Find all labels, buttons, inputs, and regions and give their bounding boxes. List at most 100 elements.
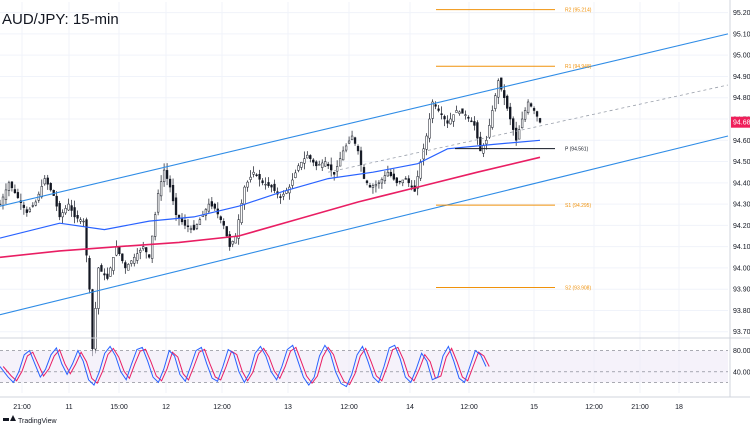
stochastic-level-label: 80.00 xyxy=(733,348,750,355)
candle-body xyxy=(458,111,461,114)
candle-body xyxy=(255,174,258,176)
candle-body xyxy=(333,171,336,175)
pivot-label-2: P (94.561) xyxy=(565,146,589,152)
candle-body xyxy=(270,184,273,188)
candle-body xyxy=(300,162,303,168)
candle-body xyxy=(106,273,109,279)
candle-body xyxy=(240,203,243,223)
candle-body xyxy=(455,110,458,113)
candle-body xyxy=(335,166,339,172)
candle-body xyxy=(434,104,437,107)
x-tick-label: 11 xyxy=(65,404,72,411)
candle-body xyxy=(350,135,354,141)
candle-body xyxy=(145,247,148,253)
candle-body xyxy=(410,185,413,188)
candle-body xyxy=(404,178,407,180)
candle-body xyxy=(398,180,401,183)
y-tick-label: 94.400 xyxy=(733,180,750,187)
candle-body xyxy=(303,158,306,164)
channel-mid-line xyxy=(328,84,729,173)
candle-body xyxy=(174,197,178,215)
candle-body xyxy=(82,220,85,223)
candle-body xyxy=(464,114,467,116)
candle-body xyxy=(121,253,124,262)
candle-body xyxy=(97,267,100,309)
candle-body xyxy=(94,308,97,350)
candle-body xyxy=(153,214,157,237)
candle-body xyxy=(467,116,470,119)
candle-body xyxy=(189,227,193,230)
candle-body xyxy=(139,249,142,253)
candle-body xyxy=(470,120,473,123)
candle-body xyxy=(264,183,267,186)
candle-body xyxy=(416,176,419,189)
candle-body xyxy=(318,164,321,166)
x-tick-label: 18 xyxy=(675,404,683,411)
candle-body xyxy=(67,203,70,211)
candle-body xyxy=(488,125,491,138)
y-tick-label: 94.100 xyxy=(733,244,750,251)
candle-body xyxy=(359,150,363,165)
candle-body xyxy=(100,265,103,272)
y-tick-label: 93.700 xyxy=(733,329,750,336)
candle-body xyxy=(10,181,14,189)
candle-body xyxy=(136,253,139,261)
candle-body xyxy=(461,108,464,114)
candle-body xyxy=(195,224,199,229)
candle-body xyxy=(485,140,488,145)
candle-body xyxy=(407,178,410,184)
candle-body xyxy=(73,207,76,218)
candle-body xyxy=(282,193,285,197)
candle-body xyxy=(294,172,297,178)
candle-body xyxy=(428,118,431,139)
candle-body xyxy=(225,226,228,237)
moving-average-pink-line xyxy=(0,156,541,259)
y-tick-label: 94.900 xyxy=(733,74,750,81)
pivot-label-3: S1 (94.295) xyxy=(565,203,591,209)
candle-body xyxy=(383,175,387,182)
candle-body xyxy=(43,178,46,185)
candle-body xyxy=(249,176,252,180)
candle-body xyxy=(535,111,539,117)
candle-body xyxy=(115,246,118,256)
candle-body xyxy=(306,154,309,159)
candle-body xyxy=(371,185,375,188)
candle-body xyxy=(512,118,515,130)
pivot-label-0: R2 (95.214) xyxy=(565,7,592,13)
pivot-label-1: R1 (94.948) xyxy=(565,64,592,70)
tradingview-logo: TradingView xyxy=(3,415,57,425)
candle-body xyxy=(228,234,231,247)
candle-body xyxy=(91,289,94,350)
candle-body xyxy=(347,140,351,144)
candle-body xyxy=(246,181,249,188)
candle-body xyxy=(297,165,300,171)
stochastic-level-label: 40.00 xyxy=(733,369,750,376)
candle-body xyxy=(61,212,64,218)
candle-body xyxy=(395,177,398,184)
candle-body xyxy=(204,209,208,216)
candle-body xyxy=(279,196,282,198)
grid-layer xyxy=(0,2,728,393)
candle-body xyxy=(494,95,497,109)
candle-body xyxy=(237,219,240,239)
candle-body xyxy=(440,113,443,116)
candle-body xyxy=(321,162,324,168)
candle-body xyxy=(386,171,390,177)
candle-body xyxy=(127,264,130,271)
candle-body xyxy=(353,137,357,144)
price-pane: R2 (95.214) R1 (94.948) P (94.561) S1 (94.2… xyxy=(0,7,729,357)
candle-body xyxy=(503,90,506,98)
x-tick-label: 12 xyxy=(162,404,170,411)
candle-body xyxy=(156,193,160,213)
candle-body xyxy=(523,110,527,120)
y-tick-label: 94.200 xyxy=(733,223,750,230)
candle-body xyxy=(401,179,404,184)
candle-body xyxy=(64,208,67,214)
candle-body xyxy=(419,161,422,179)
candle-body xyxy=(365,180,369,184)
candle-body xyxy=(520,118,524,129)
candle-body xyxy=(124,262,127,269)
candle-body xyxy=(109,267,112,277)
